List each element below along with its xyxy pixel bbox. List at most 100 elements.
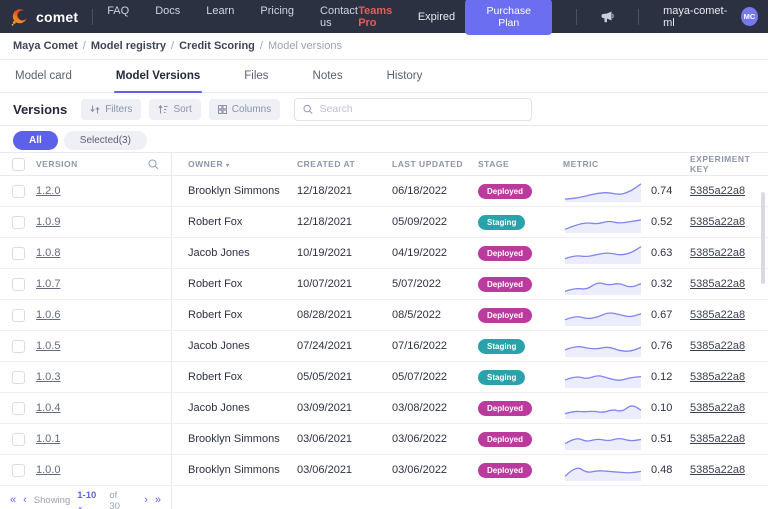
purchase-plan-button[interactable]: Purchase Plan [465,0,553,35]
select-all-checkbox[interactable] [12,157,25,171]
tab-model-versions[interactable]: Model Versions [113,60,203,93]
owner-cell: Jacob Jones [188,340,250,352]
experiment-key-link[interactable]: 5385a22a8 [690,433,746,445]
metric-value: 0.52 [651,216,673,228]
version-link[interactable]: 1.0.0 [36,464,61,476]
tab-model-card[interactable]: Model card [15,70,72,82]
metric-sparkline [564,183,642,202]
row-checkbox[interactable] [12,277,25,291]
metric-value: 0.76 [651,340,673,352]
version-link[interactable]: 1.0.5 [36,340,61,352]
pagination-next-button[interactable]: › [144,494,148,506]
experiment-key-link[interactable]: 5385a22a8 [690,340,746,352]
column-header-owner[interactable]: Owner ▾ [188,159,230,169]
columns-label: Columns [231,103,272,115]
version-search-icon[interactable] [148,158,159,170]
user-avatar[interactable]: MC [740,7,758,26]
stage-badge: Deployed [478,276,533,292]
version-link[interactable]: 1.0.3 [36,371,61,383]
version-link[interactable]: 1.0.8 [36,247,61,259]
breadcrumb-item[interactable]: Maya Comet [13,40,78,52]
table-row[interactable]: 1.0.9 Robert Fox 12/18/2021 05/09/2022 S… [0,207,768,238]
tab-history[interactable]: History [386,70,423,82]
experiment-key-link[interactable]: 5385a22a8 [690,402,746,414]
version-link[interactable]: 1.0.4 [36,402,61,414]
vertical-scrollbar[interactable] [761,192,765,284]
pagination-range-select[interactable]: 1-10 ⌄ [77,489,97,509]
table-row[interactable]: 1.0.1 Brooklyn Simmons 03/06/2021 03/06/… [0,424,768,455]
experiment-key-link[interactable]: 5385a22a8 [690,278,746,290]
table-header-row: Version Owner ▾ Created at Last updated S… [0,152,768,176]
row-checkbox[interactable] [12,246,25,260]
table-row[interactable]: 1.2.0 Brooklyn Simmons 12/18/2021 06/18/… [0,176,768,207]
table-row[interactable]: 1.0.6 Robert Fox 08/28/2021 08/5/2022 De… [0,300,768,331]
last-updated-cell: 03/06/2022 [392,433,448,445]
table-row[interactable]: 1.0.8 Jacob Jones 10/19/2021 04/19/2022 … [0,238,768,269]
stage-badge: Deployed [478,245,533,261]
filters-button[interactable]: Filters [81,98,142,120]
metric-sparkline [564,375,642,388]
column-header-created[interactable]: Created at [297,159,356,169]
pill-all[interactable]: All [13,130,58,150]
experiment-key-link[interactable]: 5385a22a8 [690,309,746,321]
table-row[interactable]: 1.0.0 Brooklyn Simmons 03/06/2021 03/06/… [0,455,768,486]
sort-button[interactable]: Sort [149,98,201,120]
row-checkbox[interactable] [12,401,25,415]
nav-menu-item[interactable]: Contact us [320,4,358,29]
pagination-showing-label: Showing [33,495,71,506]
brand-name: comet [36,8,79,25]
table-row[interactable]: 1.0.7 Robert Fox 10/07/2021 5/07/2022 De… [0,269,768,300]
version-link[interactable]: 1.0.9 [36,216,61,228]
table-row[interactable]: 1.0.4 Jacob Jones 03/09/2021 03/08/2022 … [0,393,768,424]
column-header-version[interactable]: Version [36,159,78,169]
breadcrumb-item[interactable]: Credit Scoring [179,40,255,52]
metric-sparkline [564,219,642,233]
breadcrumb-item[interactable]: Model registry [90,40,167,52]
last-updated-cell: 05/07/2022 [392,371,448,383]
table-row[interactable]: 1.0.3 Robert Fox 05/05/2021 05/07/2022 S… [0,362,768,393]
comet-logo[interactable]: comet [10,7,78,27]
experiment-key-link[interactable]: 5385a22a8 [690,464,746,476]
experiment-key-link[interactable]: 5385a22a8 [690,216,746,228]
columns-button[interactable]: Columns [208,98,281,120]
column-header-experiment-key[interactable]: Experiment key [690,154,751,174]
tab-files[interactable]: Files [244,70,269,82]
pill-selected[interactable]: Selected(3) [63,130,147,150]
column-header-metric[interactable]: Metric [563,159,599,169]
version-link[interactable]: 1.2.0 [36,185,61,197]
workspace-name[interactable]: maya-comet-ml [663,4,728,29]
table-row[interactable]: 1.0.5 Jacob Jones 07/24/2021 07/16/2022 … [0,331,768,362]
nav-menu-item[interactable]: Docs [155,4,181,17]
created-at-cell: 03/06/2021 [297,433,353,445]
filter-pills: All Selected(3) [0,126,768,152]
pagination-last-button[interactable]: » [154,494,161,506]
row-checkbox[interactable] [12,339,25,353]
row-checkbox[interactable] [12,463,25,477]
row-checkbox[interactable] [12,432,25,446]
owner-cell: Brooklyn Simmons [188,464,280,476]
row-checkbox[interactable] [12,184,25,198]
nav-menu-item[interactable]: Pricing [260,4,295,17]
version-link[interactable]: 1.0.6 [36,309,61,321]
version-link[interactable]: 1.0.1 [36,433,61,445]
column-header-stage[interactable]: Stage [478,159,510,169]
column-header-updated[interactable]: Last updated [392,159,464,169]
nav-menu-item[interactable]: Learn [206,4,235,17]
row-checkbox[interactable] [12,370,25,384]
top-navbar: comet FAQ Docs Learn Pricing Contact us Team… [0,0,768,35]
row-checkbox[interactable] [12,215,25,229]
metric-value: 0.67 [651,309,673,321]
experiment-key-link[interactable]: 5385a22a8 [690,371,746,383]
search-input[interactable] [319,103,524,115]
experiment-key-link[interactable]: 5385a22a8 [690,185,746,197]
pagination-prev-button[interactable]: ‹ [23,494,27,506]
pagination-total-label: of 30 [109,489,120,509]
tabs-bar: Model card Model Versions Files Notes Histor… [0,60,768,93]
row-checkbox[interactable] [12,308,25,322]
experiment-key-link[interactable]: 5385a22a8 [690,247,746,259]
pagination-first-button[interactable]: « [10,494,17,506]
announcements-icon[interactable] [601,11,614,23]
version-link[interactable]: 1.0.7 [36,278,61,290]
tab-notes[interactable]: Notes [312,70,343,82]
nav-menu-item[interactable]: FAQ [107,4,130,17]
